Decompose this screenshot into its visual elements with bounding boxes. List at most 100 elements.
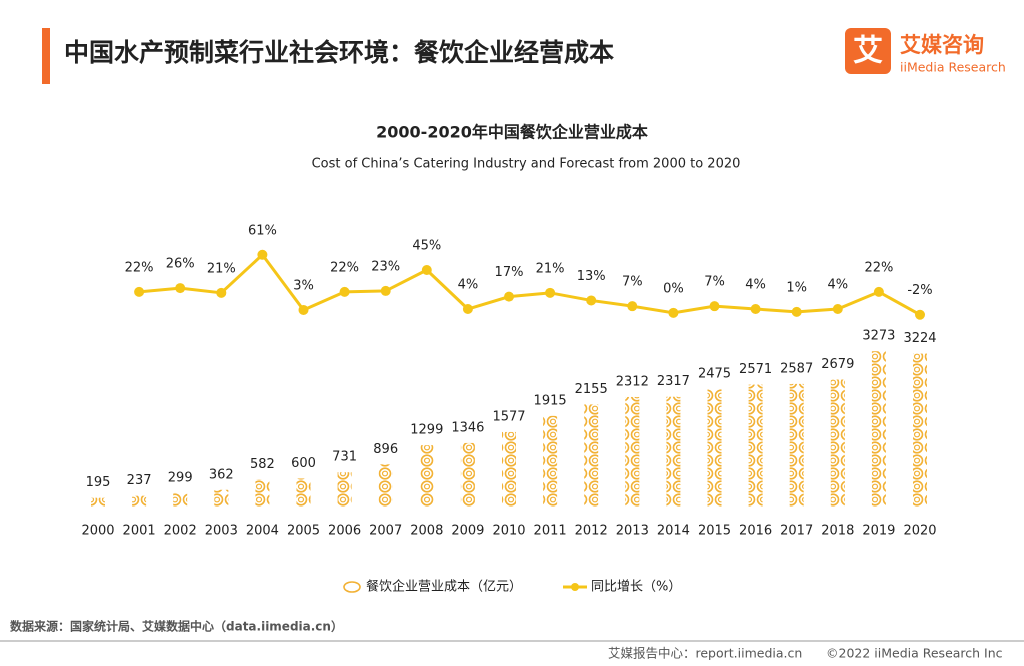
x-tick-label: 2014 <box>657 524 690 539</box>
bar <box>625 396 640 507</box>
line-point <box>586 295 597 306</box>
x-tick-label: 2020 <box>903 524 936 539</box>
bar-value-label: 600 <box>291 456 316 471</box>
line-point <box>421 264 432 275</box>
bar <box>502 431 516 507</box>
title-accent <box>42 28 50 84</box>
bar-value-label: 731 <box>332 450 357 465</box>
line-value-label: 22% <box>330 260 359 275</box>
logo-sub: iiMedia Research <box>900 60 1006 75</box>
x-tick-label: 2004 <box>246 524 279 539</box>
line-value-label: -2% <box>907 283 932 298</box>
bar-value-label: 1346 <box>451 420 484 435</box>
bar <box>91 497 105 507</box>
line-point <box>339 286 350 297</box>
line-value-label: 21% <box>536 261 565 276</box>
x-tick-label: 2009 <box>451 524 484 539</box>
line-point <box>791 306 802 317</box>
footer-report: 艾媒报告中心：report.iimedia.cn <box>608 646 802 661</box>
bar <box>296 478 311 507</box>
bar-value-label: 2587 <box>780 361 813 376</box>
bar-value-label: 2155 <box>575 382 608 397</box>
bar <box>132 495 147 507</box>
legend-label: 同比增长（%） <box>591 580 681 595</box>
bar-value-label: 2317 <box>657 374 690 389</box>
chart-subtitle: Cost of China’s Catering Industry and Fo… <box>312 157 741 172</box>
line-point <box>504 291 514 302</box>
line-value-label: 23% <box>371 259 400 274</box>
line-value-label: 21% <box>207 261 236 276</box>
bar-value-label: 896 <box>373 442 398 457</box>
line-point <box>298 304 309 315</box>
x-tick-label: 2013 <box>616 524 649 539</box>
bar-value-label: 299 <box>168 470 193 485</box>
bar <box>584 404 599 507</box>
line-point <box>134 286 145 297</box>
x-tick-label: 2005 <box>287 524 320 539</box>
x-tick-label: 2019 <box>862 524 895 539</box>
bar <box>830 379 845 507</box>
bar-value-label: 362 <box>209 467 234 482</box>
x-tick-label: 2007 <box>369 524 402 539</box>
line-value-label: 1% <box>786 280 807 295</box>
bar <box>337 472 352 507</box>
bar-value-label: 1299 <box>410 423 443 438</box>
bar <box>460 442 475 507</box>
bar-value-label: 3273 <box>862 329 895 344</box>
bar-value-label: 2571 <box>739 362 772 377</box>
x-tick-label: 2012 <box>575 524 608 539</box>
line-value-label: 4% <box>745 278 766 293</box>
x-tick-label: 2006 <box>328 524 361 539</box>
bar-value-label: 1577 <box>492 409 525 424</box>
x-tick-label: 2002 <box>164 524 197 539</box>
bar <box>871 351 886 507</box>
line-point <box>462 304 473 315</box>
bar-value-label: 2475 <box>698 367 731 382</box>
line-value-label: 22% <box>125 260 154 275</box>
line-value-label: 22% <box>864 260 893 275</box>
bar <box>214 489 229 507</box>
legend-label: 餐饮企业营业成本（亿元） <box>366 579 522 595</box>
line-value-label: 4% <box>458 278 479 293</box>
bar-value-label: 1915 <box>534 393 567 408</box>
page-title: 中国水产预制菜行业社会环境：餐饮企业经营成本 <box>64 38 614 67</box>
x-tick-label: 2008 <box>410 524 443 539</box>
x-tick-label: 2017 <box>780 524 813 539</box>
bar-value-label: 2312 <box>616 374 649 389</box>
bar <box>378 464 393 507</box>
line-value-label: 7% <box>622 275 643 290</box>
bar <box>789 383 804 507</box>
x-tick-label: 2016 <box>739 524 772 539</box>
line-point <box>832 304 843 315</box>
line-value-label: 17% <box>495 265 524 280</box>
legend-line-icon <box>571 583 579 591</box>
bar <box>748 384 763 507</box>
line-value-label: 3% <box>293 278 314 293</box>
bar <box>419 445 434 507</box>
line-value-label: 45% <box>412 238 441 253</box>
logo-box <box>845 28 891 74</box>
line-point <box>380 285 391 296</box>
line-point <box>668 307 679 318</box>
x-tick-label: 2018 <box>821 524 854 539</box>
line-point <box>873 286 884 297</box>
line-value-label: 26% <box>166 257 195 272</box>
logo-name: 艾媒咨询 <box>900 33 984 57</box>
bar <box>255 479 270 507</box>
line-value-label: 13% <box>577 269 606 284</box>
logo-icon: 艾 <box>853 34 883 69</box>
line-point <box>216 287 227 298</box>
bar-value-label: 2679 <box>821 357 854 372</box>
x-tick-label: 2011 <box>534 524 567 539</box>
line-value-label: 61% <box>248 223 277 238</box>
line <box>138 252 921 317</box>
chart-title: 2000-2020年中国餐饮企业营业成本 <box>376 123 648 142</box>
bar-value-label: 582 <box>250 457 275 472</box>
x-tick-label: 2000 <box>81 524 114 539</box>
line-value-label: 0% <box>663 281 684 296</box>
line-value-label: 4% <box>827 278 848 293</box>
line-point <box>915 309 925 320</box>
bar-value-label: 3224 <box>903 331 936 346</box>
bar <box>173 492 188 507</box>
